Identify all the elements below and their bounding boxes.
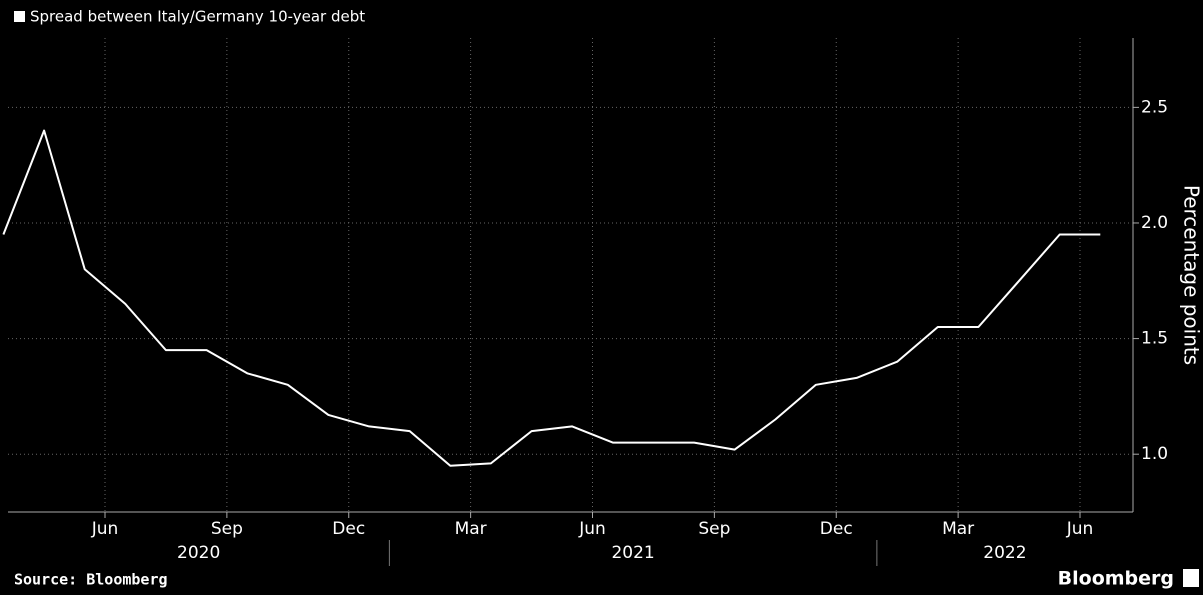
data-line (2, 129, 1101, 467)
brand-icon (1183, 569, 1199, 587)
x-tick-label: Jun (578, 519, 606, 539)
year-label: 2022 (983, 543, 1026, 563)
y-tick-label: 2.0 (1141, 213, 1168, 233)
legend-label: Spread between Italy/Germany 10-year deb… (30, 8, 365, 26)
y-axis-label: Percentage points (1180, 185, 1203, 365)
y-tick-label: 1.0 (1141, 444, 1168, 464)
legend-swatch (14, 11, 25, 22)
x-tick-label: Mar (455, 519, 487, 539)
x-tick-label: Dec (820, 519, 853, 539)
y-tick-label: 1.5 (1141, 329, 1168, 349)
x-tick-label: Dec (332, 519, 365, 539)
x-tick-label: Mar (942, 519, 974, 539)
y-tick-label: 2.5 (1141, 97, 1168, 117)
source: Source: Bloomberg (14, 571, 168, 589)
brand: Bloomberg (1058, 568, 1174, 590)
x-tick-label: Sep (211, 519, 243, 539)
x-tick-label: Jun (91, 519, 119, 539)
year-label: 2021 (611, 543, 654, 563)
x-tick-label: Jun (1066, 519, 1094, 539)
x-tick-label: Sep (698, 519, 730, 539)
year-label: 2020 (177, 543, 220, 563)
